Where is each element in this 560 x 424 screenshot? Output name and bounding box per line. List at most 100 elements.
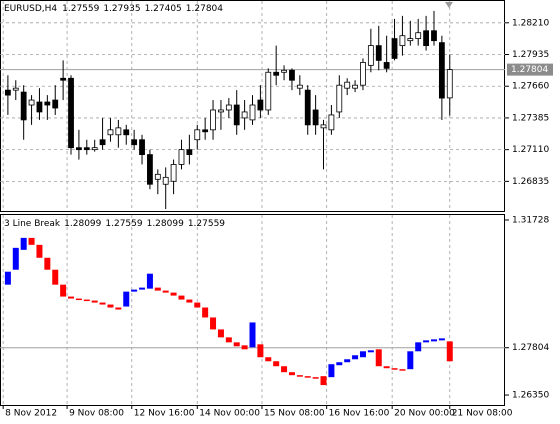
candle-body bbox=[52, 99, 59, 109]
break-block bbox=[328, 364, 335, 378]
candle-body bbox=[170, 164, 177, 182]
x-tick-label: 12 Nov 16:00 bbox=[134, 409, 195, 419]
y-tick-label: 1.27110 bbox=[512, 145, 549, 155]
break-block bbox=[375, 349, 382, 367]
layer: 8 Nov 2012 9 Nov 08:00 12 Nov 16:00 14 Nov … bbox=[0, 1, 553, 419]
y-tick-label: 1.27660 bbox=[512, 82, 549, 92]
break-block bbox=[170, 292, 177, 296]
break-block bbox=[91, 300, 98, 303]
break-block bbox=[241, 345, 248, 350]
candle-body bbox=[367, 45, 374, 66]
x-tick-label: 8 Nov 2012 bbox=[5, 409, 57, 419]
break-block bbox=[202, 307, 209, 318]
break-block bbox=[296, 375, 303, 377]
header-value: 1.27559 bbox=[105, 219, 142, 229]
break-block bbox=[12, 247, 19, 270]
x-tick-label: 14 Nov 00:00 bbox=[199, 409, 260, 419]
candle-body bbox=[218, 109, 224, 113]
break-block bbox=[399, 369, 406, 371]
candle-body bbox=[91, 147, 98, 151]
candle-body bbox=[328, 114, 335, 131]
candle-body bbox=[289, 69, 295, 81]
candle-body bbox=[139, 139, 145, 156]
break-block bbox=[257, 344, 264, 358]
candle-body bbox=[391, 38, 398, 59]
chart-header: EURUSD,H4 1.27559 1.27935 1.27405 1.27804 bbox=[4, 4, 223, 14]
candle-body bbox=[225, 104, 232, 111]
candle-body bbox=[107, 129, 114, 136]
candle-body bbox=[162, 176, 169, 185]
break-block bbox=[115, 307, 122, 310]
break-block bbox=[273, 361, 280, 367]
candle-body bbox=[375, 45, 382, 61]
candle-body bbox=[320, 124, 327, 129]
candle-body bbox=[296, 84, 303, 89]
break-block bbox=[320, 376, 327, 386]
y-tick-label: 1.28210 bbox=[512, 18, 549, 28]
break-block bbox=[423, 340, 430, 343]
candle-body bbox=[123, 129, 130, 136]
header-value: 1.28099 bbox=[64, 219, 101, 229]
break-block bbox=[336, 362, 343, 366]
break-block bbox=[194, 302, 201, 308]
candle-body bbox=[249, 104, 256, 121]
break-block bbox=[344, 359, 351, 363]
candle-body bbox=[210, 109, 216, 131]
y-tick-label: 1.26835 bbox=[512, 177, 549, 187]
candle-body bbox=[131, 139, 138, 146]
break-block bbox=[68, 296, 75, 299]
candle-body bbox=[44, 101, 51, 106]
candle-body bbox=[233, 104, 240, 126]
header-value: 1.27405 bbox=[145, 4, 182, 14]
header-value: 1.27935 bbox=[103, 4, 140, 14]
y-tick-label: 1.27935 bbox=[512, 50, 549, 60]
candle-body bbox=[99, 139, 106, 146]
x-tick-label: 15 Nov 08:00 bbox=[264, 409, 325, 419]
y-tick-label: 1.26350 bbox=[512, 391, 549, 401]
break-block bbox=[430, 339, 437, 342]
break-block bbox=[83, 299, 90, 302]
break-block bbox=[75, 298, 82, 301]
break-block bbox=[217, 329, 224, 338]
candle-body bbox=[281, 69, 287, 73]
candle-body bbox=[336, 84, 343, 113]
candle-body bbox=[241, 111, 248, 119]
break-block bbox=[99, 302, 106, 305]
break-block bbox=[407, 351, 414, 370]
candle-body bbox=[4, 89, 11, 96]
candle-body bbox=[407, 38, 414, 42]
candle-body bbox=[273, 71, 280, 76]
candle-body bbox=[154, 173, 161, 180]
x-tick-label: 16 Nov 16:00 bbox=[329, 409, 390, 419]
break-block bbox=[36, 244, 43, 258]
indicator-title: 3 Line Break bbox=[4, 219, 61, 229]
break-block bbox=[123, 291, 130, 307]
candle-body bbox=[383, 62, 390, 69]
break-block bbox=[146, 273, 153, 289]
break-block bbox=[186, 299, 193, 303]
candle-body bbox=[60, 77, 67, 81]
break-block bbox=[367, 350, 374, 353]
y-tick-label: 1.27804 bbox=[512, 343, 549, 353]
break-block bbox=[154, 287, 161, 291]
break-block bbox=[304, 376, 311, 378]
y-tick-label: 1.27385 bbox=[512, 113, 549, 123]
break-block bbox=[162, 290, 169, 293]
break-block bbox=[178, 295, 185, 300]
break-block bbox=[391, 368, 398, 370]
candle-body bbox=[20, 91, 27, 121]
candle-body bbox=[265, 71, 272, 111]
candle-body bbox=[186, 149, 193, 156]
shift-marker bbox=[445, 2, 453, 8]
candle-body bbox=[12, 87, 19, 91]
header-value: 1.27559 bbox=[62, 4, 99, 14]
break-block bbox=[438, 338, 445, 341]
candle-body bbox=[438, 42, 445, 99]
break-block bbox=[233, 342, 240, 347]
indicator-pane bbox=[0, 214, 505, 406]
break-block bbox=[352, 355, 359, 360]
last-price-label: 1.27804 bbox=[511, 65, 548, 75]
break-block bbox=[4, 271, 11, 285]
candle-body bbox=[304, 89, 311, 126]
candle-body bbox=[68, 77, 74, 149]
